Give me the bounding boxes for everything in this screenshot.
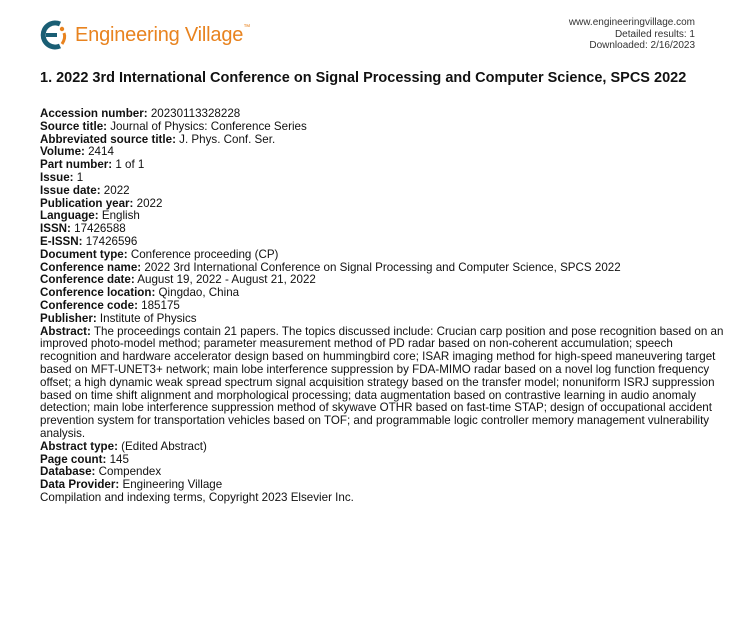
field-row: Volume: 2414 <box>40 145 725 159</box>
field-value: English <box>98 209 140 223</box>
ev-logo-icon <box>40 20 67 50</box>
field-row: E-ISSN: 17426596 <box>40 234 725 249</box>
field-value: Qingdao, China <box>155 286 240 300</box>
field-label: Abstract type: <box>40 439 118 453</box>
field-label: Document type: <box>40 247 128 261</box>
field-label: Abstract: <box>40 324 91 338</box>
field-row: Part number: 1 of 1 <box>40 158 725 172</box>
copyright: Compilation and indexing terms, Copyrigh… <box>40 490 354 504</box>
field-label: Conference location: <box>40 286 156 300</box>
field-row: Source title: Journal of Physics: Confer… <box>40 119 725 134</box>
download-date: Downloaded: 2/16/2023 <box>589 40 695 51</box>
field-label: Data Provider: <box>40 478 120 492</box>
field-label: Abbreviated source title: <box>40 132 176 146</box>
field-label: Conference code: <box>40 298 138 312</box>
field-label: Conference date: <box>40 273 135 287</box>
field-row: Data Provider: Engineering Village <box>40 478 725 492</box>
field-label: Language: <box>40 209 99 223</box>
field-row: Document type: Conference proceeding (CP… <box>40 247 725 262</box>
field-row: Language: English <box>40 209 725 223</box>
record-fields: Accession number: 20230113328228 Source t… <box>40 107 725 505</box>
field-value: 2022 <box>133 196 163 210</box>
engineering-village-logo: Engineering Village™ <box>40 20 250 50</box>
field-value: The proceedings contain 21 papers. The t… <box>40 324 724 440</box>
field-value: 2022 <box>100 183 130 197</box>
field-row: Conference code: 185175 <box>40 298 725 313</box>
field-row: Issue date: 2022 <box>40 183 725 198</box>
field-value: Journal of Physics: Conference Series <box>107 119 307 133</box>
field-label: Database: <box>40 465 96 479</box>
record-title: 1. 2022 3rd International Conference on … <box>40 70 687 86</box>
field-value: August 19, 2022 - August 21, 2022 <box>134 273 316 287</box>
field-row: Publication year: 2022 <box>40 196 725 211</box>
field-label: Issue: <box>40 170 74 184</box>
field-row: ISSN: 17426588 <box>40 222 725 236</box>
field-value: Institute of Physics <box>96 311 197 325</box>
field-value: 145 <box>106 452 129 466</box>
results-count: Detailed results: 1 <box>614 28 695 40</box>
field-value: Engineering Village <box>119 478 223 492</box>
field-row: Publisher: Institute of Physics <box>40 311 725 326</box>
field-row: Conference date: August 19, 2022 - Augus… <box>40 273 725 287</box>
field-label: Part number: <box>40 158 113 172</box>
field-row: Page count: 145 <box>40 452 725 467</box>
field-label: E-ISSN: <box>40 234 83 248</box>
field-row: Conference name: 2022 3rd International … <box>40 260 725 275</box>
field-value: Compendex <box>95 465 162 479</box>
field-value: Conference proceeding (CP) <box>127 247 279 261</box>
field-row: Issue: 1 <box>40 170 725 185</box>
field-label: Accession number: <box>40 107 148 120</box>
field-value: 1 of 1 <box>112 158 145 172</box>
field-value: 17426596 <box>82 234 138 248</box>
field-row: Abstract type: (Edited Abstract) <box>40 439 725 454</box>
field-label: Page count: <box>40 452 107 466</box>
field-row: Database: Compendex <box>40 465 725 479</box>
field-row: Abbreviated source title: J. Phys. Conf.… <box>40 132 725 147</box>
field-label: Publication year: <box>40 196 134 210</box>
field-row: Accession number: 20230113328228 <box>40 107 725 121</box>
field-label: Source title: <box>40 119 107 133</box>
logo-text: Engineering Village™ <box>75 23 250 46</box>
field-value: 20230113328228 <box>147 107 241 120</box>
field-value: 2022 3rd International Conference on Sig… <box>141 260 621 274</box>
field-row: Conference location: Qingdao, China <box>40 286 725 300</box>
field-label: Publisher: <box>40 311 97 325</box>
field-value: J. Phys. Conf. Ser. <box>175 132 276 146</box>
field-row: Abstract: The proceedings contain 21 pap… <box>40 324 725 441</box>
site-url: www.engineeringvillage.com <box>568 17 695 28</box>
field-label: Conference name: <box>40 260 142 274</box>
field-value: (Edited Abstract) <box>117 439 207 453</box>
field-label: ISSN: <box>40 222 71 236</box>
field-label: Issue date: <box>40 183 101 197</box>
download-meta: www.engineeringvillage.com Detailed resu… <box>569 17 695 52</box>
field-value: 17426588 <box>70 222 126 236</box>
field-value: 185175 <box>137 298 180 312</box>
field-value: 2414 <box>84 145 114 159</box>
field-value: 1 <box>73 170 84 184</box>
field-label: Volume: <box>40 145 85 159</box>
